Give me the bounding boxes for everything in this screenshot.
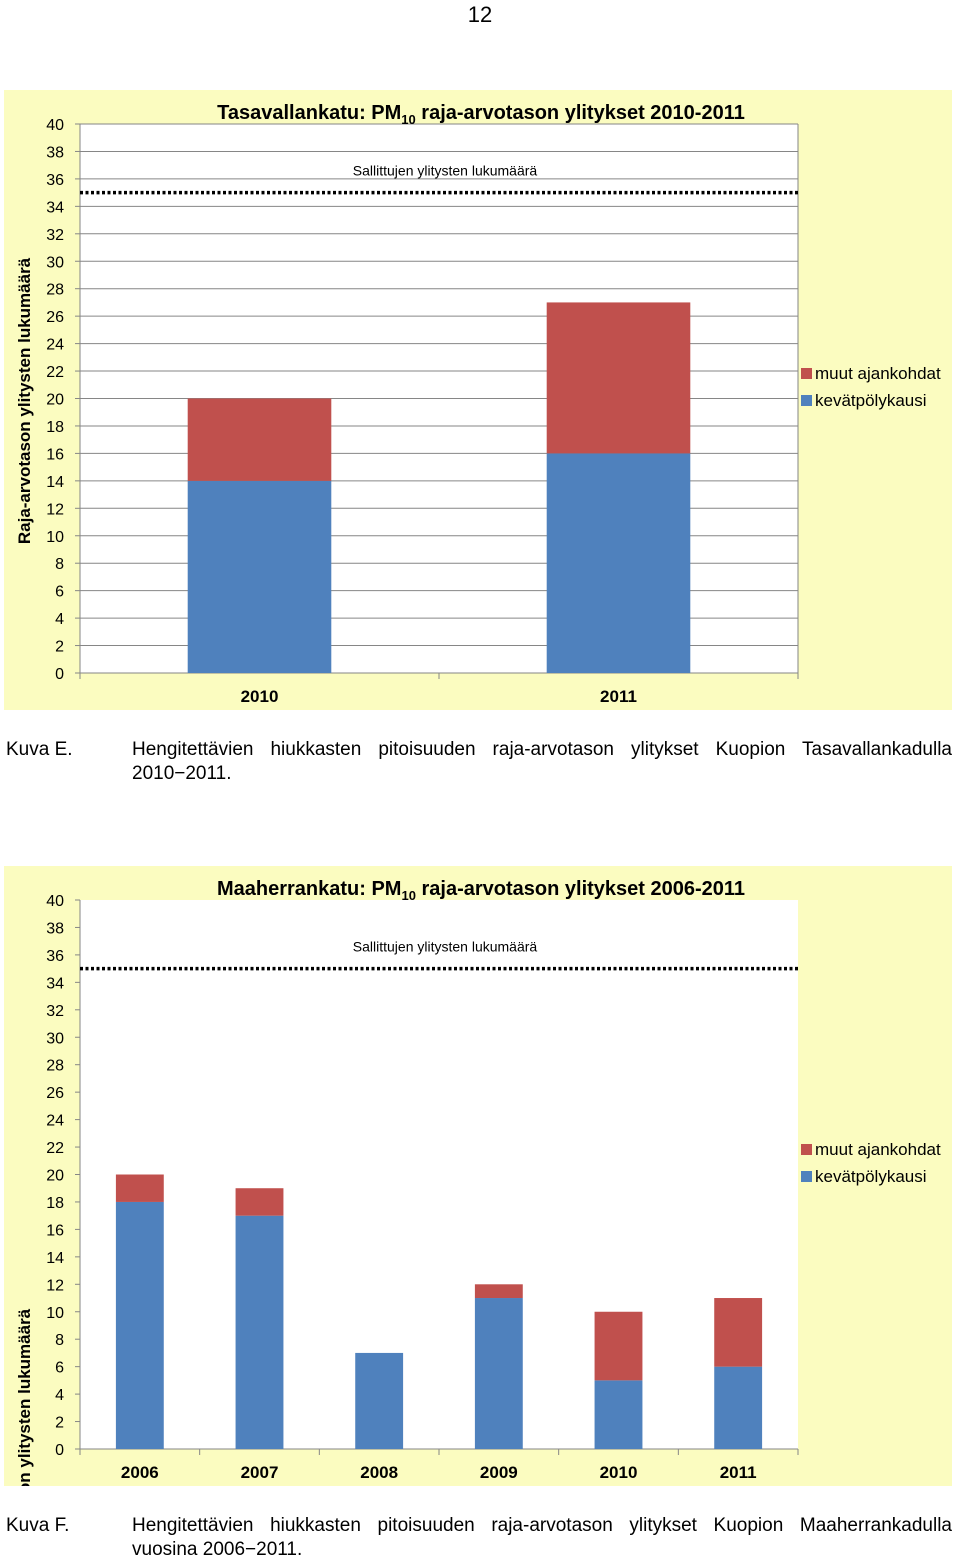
legend-label: kevätpölykausi [815, 1167, 927, 1186]
bar-kevätpölykausi-2011 [714, 1366, 763, 1449]
x-tick-label: 2010 [241, 687, 279, 706]
caption-label: Kuva F. [6, 1515, 70, 1536]
y-tick-label: 0 [55, 666, 64, 683]
y-tick-label: 10 [46, 1305, 64, 1322]
caption-label: Kuva E. [6, 739, 73, 760]
y-tick-label: 4 [55, 611, 64, 628]
y-tick-label: 26 [46, 1085, 64, 1102]
x-tick-label: 2011 [720, 1463, 757, 1482]
plot-area [80, 900, 798, 1449]
bar-muut-ajankohdat-2006 [115, 1174, 164, 1202]
caption-text: Hengitettävien hiukkasten pitoisuuden ra… [132, 739, 952, 784]
limit-label: Sallittujen ylitysten lukumäärä [353, 163, 538, 179]
x-tick-label: 2011 [600, 687, 637, 706]
y-tick-label: 22 [46, 364, 64, 381]
legend-label: muut ajankohdat [815, 364, 941, 383]
y-axis-label: Raja-arvotason ylitysten lukumäärä [15, 257, 34, 544]
bar-kevätpölykausi-2011 [546, 453, 691, 673]
y-tick-label: 6 [55, 1360, 64, 1377]
y-tick-label: 24 [46, 337, 64, 354]
y-tick-label: 24 [46, 1113, 64, 1130]
y-tick-label: 32 [46, 227, 64, 244]
limit-label: Sallittujen ylitysten lukumäärä [353, 939, 538, 955]
x-tick-label: 2008 [360, 1463, 398, 1482]
x-tick-label: 2006 [121, 1463, 159, 1482]
bar-kevätpölykausi-2009 [474, 1298, 523, 1449]
y-tick-label: 30 [46, 1030, 64, 1047]
caption-text: Hengitettävien hiukkasten pitoisuuden ra… [132, 1515, 952, 1560]
y-tick-label: 16 [46, 446, 64, 463]
y-tick-label: 12 [46, 501, 64, 518]
y-tick-label: 8 [55, 556, 64, 573]
bar-muut-ajankohdat-2010 [187, 398, 332, 481]
chart-title: Tasavallankatu: PM10 raja-arvotason ylit… [217, 102, 745, 127]
bar-muut-ajankohdat-2011 [714, 1298, 763, 1367]
figure-caption-e: Kuva E. Hengitettävien hiukkasten pitois… [6, 738, 952, 790]
bar-kevätpölykausi-2008 [355, 1352, 404, 1449]
x-tick-label: 2007 [241, 1463, 279, 1482]
x-tick-label: 2009 [480, 1463, 518, 1482]
bar-muut-ajankohdat-2009 [474, 1284, 523, 1299]
chart-panel-maaherrankatu: 0 2 4 6 8 10 12 14 16 18 20 22 24 26 28 30 32 34 36 38 40 200… [4, 866, 952, 1486]
legend-swatch [801, 395, 812, 406]
y-tick-label: 28 [46, 1058, 64, 1075]
y-tick-label: 30 [46, 254, 64, 271]
y-tick-label: 2 [55, 1415, 64, 1432]
bar-muut-ajankohdat-2011 [546, 302, 691, 454]
bar-kevätpölykausi-2006 [115, 1201, 164, 1449]
y-axis-label: Raja-arvotason ylitysten lukumäärä [15, 1308, 34, 1486]
x-tick-label: 2010 [600, 1463, 638, 1482]
y-tick-label: 2 [55, 639, 64, 656]
y-tick-label: 38 [46, 144, 64, 161]
y-tick-label: 36 [46, 172, 64, 189]
y-tick-label: 22 [46, 1140, 64, 1157]
y-tick-label: 12 [46, 1277, 64, 1294]
y-tick-label: 34 [46, 975, 64, 992]
legend-label: kevätpölykausi [815, 391, 927, 410]
chart-title: Maaherrankatu: PM10 raja-arvotason ylity… [217, 878, 745, 903]
y-tick-label: 0 [55, 1442, 64, 1459]
bar-kevätpölykausi-2010 [187, 480, 332, 673]
legend-swatch [801, 1144, 812, 1155]
y-tick-label: 40 [46, 893, 64, 910]
y-tick-label: 20 [46, 392, 64, 409]
y-tick-label: 18 [46, 1195, 64, 1212]
y-tick-label: 40 [46, 117, 64, 134]
chart-panel-tasavallankatu: 0 2 4 6 8 10 12 14 16 18 20 22 24 26 28 30 32 34 36 38 40 201… [4, 90, 952, 710]
y-tick-label: 10 [46, 529, 64, 546]
legend-label: muut ajankohdat [815, 1140, 941, 1159]
bar-muut-ajankohdat-2007 [235, 1188, 284, 1216]
chart-maaherrankatu: 0246810121416182022242628303234363840200… [15, 878, 941, 1486]
y-tick-label: 38 [46, 920, 64, 937]
y-tick-label: 28 [46, 282, 64, 299]
y-tick-label: 26 [46, 309, 64, 326]
y-tick-label: 14 [46, 1250, 64, 1267]
y-tick-label: 14 [46, 474, 64, 491]
bar-kevätpölykausi-2007 [235, 1215, 284, 1449]
legend-swatch [801, 368, 812, 379]
y-tick-label: 18 [46, 419, 64, 436]
y-tick-label: 20 [46, 1168, 64, 1185]
y-tick-label: 6 [55, 584, 64, 601]
chart-tasavallankatu: 0246810121416182022242628303234363840201… [15, 102, 941, 706]
bar-muut-ajankohdat-2010 [594, 1311, 643, 1381]
y-tick-label: 36 [46, 948, 64, 965]
y-tick-label: 32 [46, 1003, 64, 1020]
page-number: 12 [467, 2, 493, 27]
figure-caption-f: Kuva F. Hengitettävien hiukkasten pitois… [6, 1514, 952, 1560]
y-tick-label: 8 [55, 1332, 64, 1349]
y-tick-label: 4 [55, 1387, 64, 1404]
y-tick-label: 16 [46, 1222, 64, 1239]
legend-swatch [801, 1171, 812, 1182]
y-tick-label: 34 [46, 199, 64, 216]
bar-kevätpölykausi-2010 [594, 1380, 643, 1449]
